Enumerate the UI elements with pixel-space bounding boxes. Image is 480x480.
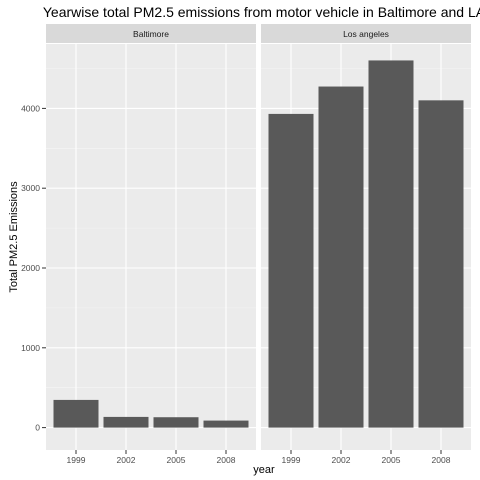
y-axis-title: Total PM2.5 Emissions — [8, 181, 20, 293]
facet-strip-label: Los angeles — [343, 29, 389, 39]
bar — [368, 60, 414, 428]
bar — [103, 416, 149, 428]
bar — [153, 417, 199, 428]
x-tick-label: 2008 — [217, 455, 236, 465]
bar — [418, 100, 464, 428]
facet-strip — [46, 24, 256, 43]
bar — [268, 113, 314, 428]
bar — [203, 420, 249, 428]
y-tick-label: 1000 — [21, 343, 40, 353]
x-tick-label: 2002 — [332, 455, 351, 465]
x-tick-label: 2005 — [167, 455, 186, 465]
y-tick-label: 3000 — [21, 183, 40, 193]
x-tick-label: 2005 — [382, 455, 401, 465]
facet-panel — [46, 44, 256, 450]
bar — [318, 86, 364, 428]
y-tick-label: 2000 — [21, 263, 40, 273]
x-tick-label: 1999 — [67, 455, 86, 465]
facet-strip — [261, 24, 471, 43]
x-axis-title: year — [253, 464, 275, 476]
x-tick-label: 1999 — [282, 455, 301, 465]
facet-strip-label: Baltimore — [133, 29, 169, 39]
x-tick-label: 2008 — [432, 455, 451, 465]
x-tick-label: 2002 — [117, 455, 136, 465]
plot-area: 0 1000 2000 3000 4000 Baltimore 1999 2002 2005 20… — [21, 24, 471, 465]
y-tick-label: 4000 — [21, 103, 40, 113]
chart-title: Yearwise total PM2.5 emissions from moto… — [43, 4, 480, 20]
bar — [53, 399, 99, 428]
y-tick-label: 0 — [35, 423, 40, 433]
